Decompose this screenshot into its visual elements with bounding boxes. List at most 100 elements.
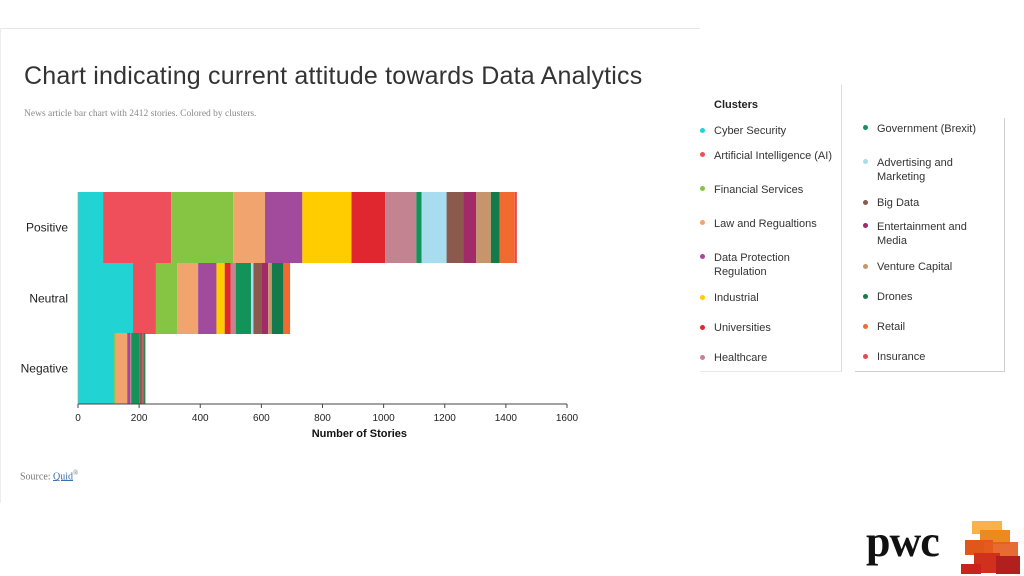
x-tick-label: 600 [253, 413, 270, 424]
stacked-bar-chart: Positive Neutral Negative 0 200 400 600 800 1000… [21, 192, 579, 440]
x-tick-label: 0 [75, 413, 81, 424]
legend-swatch [700, 254, 705, 259]
bar-segment-positive-insurance [514, 192, 517, 263]
legend-swatch [700, 128, 705, 133]
legend-label: Artificial Intelligence (AI) [714, 150, 832, 162]
bar-segment-positive-retail [499, 192, 515, 263]
bar-segment-negative-universities [129, 333, 130, 404]
bar-segment-neutral-financial-services [155, 263, 178, 334]
bar-segment-neutral-universities [224, 263, 231, 334]
category-label-negative: Negative [21, 362, 69, 376]
x-tick-label: 200 [131, 413, 148, 424]
legend-label: Insurance [877, 351, 926, 363]
legend-label: Healthcare [714, 352, 768, 364]
bar-segment-positive-industrial [302, 192, 352, 263]
bar-segment-neutral-big-data [253, 263, 262, 334]
legend-label: Venture Capital [877, 261, 953, 273]
bar-segment-positive-venture-capital [476, 192, 491, 263]
bar-segment-neutral-entertainment-and-media [261, 263, 269, 334]
legend-swatch [863, 354, 868, 359]
bar-segment-positive-big-data [446, 192, 464, 263]
bar-segment-negative-healthcare [129, 333, 132, 404]
legend-swatch [863, 223, 868, 228]
bar-segment-neutral-artificial-intelligence-ai [133, 263, 156, 334]
legend-swatch [863, 200, 868, 205]
source-link[interactable]: Quid [53, 471, 74, 483]
bar-segment-negative-cyber-security [78, 333, 115, 404]
legend-swatch [863, 294, 868, 299]
legend-bottom-border-right [855, 371, 1005, 372]
legend-swatch [863, 125, 868, 130]
x-tick-label: 400 [192, 413, 209, 424]
bar-segment-neutral-advertising-and-marketing [250, 263, 254, 334]
source-label: Source: [20, 471, 51, 483]
slide-left-rule [0, 28, 1, 503]
x-tick-label: 800 [314, 413, 331, 424]
legend-swatch [700, 186, 705, 191]
legend-bottom-border-left [700, 371, 842, 372]
pwc-logo-mark [961, 521, 1020, 574]
bar-segment-neutral-healthcare [230, 263, 236, 334]
x-tick-label: 1400 [495, 413, 518, 424]
bar-segment-neutral-cyber-security [78, 263, 134, 334]
bar-segment-positive-law-and-regualtions [233, 192, 266, 263]
x-tick-label: 1600 [556, 413, 579, 424]
legend-label: Cyber Security [714, 125, 787, 137]
legend-swatch [863, 159, 868, 164]
legend-swatch [863, 324, 868, 329]
bar-segment-negative-venture-capital [142, 333, 144, 404]
legend-label: Industrial [714, 292, 759, 304]
bar-segment-neutral-drones [271, 263, 284, 334]
bar-segment-negative-big-data [139, 333, 142, 404]
legend-label: Data Protection Regulation [714, 252, 790, 278]
bar-segment-neutral-government-brexit [235, 263, 251, 334]
bar-segment-negative-drones [143, 333, 145, 404]
bar-segment-negative-financial-services [114, 333, 116, 404]
chart-subtitle: News article bar chart with 2412 stories… [24, 109, 257, 119]
legend-label: Retail [877, 321, 906, 333]
legend-title: Clusters [714, 99, 759, 111]
legend-label: Drones [877, 291, 913, 303]
bar-segment-negative-entertainment-and-media [141, 333, 143, 404]
legend-right-border [1004, 118, 1005, 372]
bar-segment-positive-government-brexit [416, 192, 422, 263]
category-label-neutral: Neutral [29, 292, 68, 306]
bar-segment-positive-drones [490, 192, 500, 263]
source-note: Source: Quid® [20, 469, 78, 482]
chart-title: Chart indicating current attitude toward… [24, 62, 643, 90]
legend-label: Big Data [877, 197, 920, 209]
bar-segment-neutral-law-and-regualtions [177, 263, 199, 334]
bar-segment-neutral-venture-capital [268, 263, 272, 334]
x-tick-label: 1000 [373, 413, 396, 424]
legend-swatch [863, 264, 868, 269]
legend-label: Law and Regualtions [714, 218, 817, 230]
legend-divider [841, 85, 842, 372]
pwc-logo: pwc [866, 520, 1024, 576]
category-label-positive: Positive [26, 221, 68, 235]
x-tick-label: 1200 [434, 413, 457, 424]
bar-segment-negative-law-and-regualtions [115, 333, 128, 404]
legend-swatch [700, 220, 705, 225]
bar-segment-positive-data-protection-regulation [265, 192, 303, 263]
legend-label: Universities [714, 322, 771, 334]
bar-segment-positive-universities [351, 192, 386, 263]
legend-swatch [700, 355, 705, 360]
x-axis-title: Number of Stories [312, 428, 407, 440]
bar-segment-negative-data-protection-regulation [127, 333, 130, 404]
legend-swatch [700, 295, 705, 300]
pwc-wordmark: pwc [866, 517, 940, 566]
bar-segment-positive-advertising-and-marketing [421, 192, 447, 263]
legend-label: Advertising and Marketing [877, 157, 953, 183]
legend-swatch [700, 325, 705, 330]
bar-segment-positive-cyber-security [78, 192, 104, 263]
legend-label: Financial Services [714, 184, 804, 196]
legend-label: Entertainment and Media [877, 221, 967, 247]
legend-label: Government (Brexit) [877, 123, 977, 135]
bar-segment-neutral-data-protection-regulation [198, 263, 217, 334]
bar-segment-negative-retail [144, 333, 146, 404]
bar-segment-neutral-industrial [216, 263, 225, 334]
bar-segment-positive-entertainment-and-media [463, 192, 477, 263]
bar-segment-negative-government-brexit [131, 333, 140, 404]
bar-segment-positive-artificial-intelligence-ai [103, 192, 172, 263]
registered-mark: ® [73, 469, 79, 477]
